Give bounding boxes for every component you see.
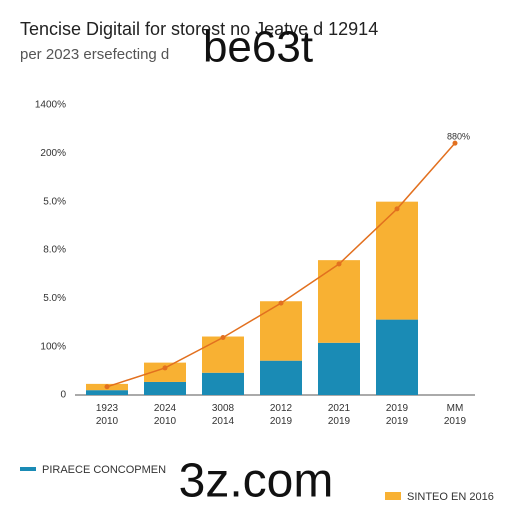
x-tick-label-line: 2019 (444, 416, 467, 427)
bar-segment (376, 319, 418, 395)
trend-point (104, 384, 110, 390)
x-tick-label: MM 2019 (444, 403, 467, 427)
y-tick-label: 1400% (35, 100, 66, 111)
y-tick-label: 200% (40, 148, 66, 159)
x-tick-label: 2019 2019 (386, 403, 409, 427)
bar-segment (202, 336, 244, 373)
x-tick-label-line: 1923 (96, 403, 119, 414)
y-tick-label: 8.0% (43, 245, 66, 256)
bar-segment (202, 372, 244, 395)
x-tick-label-line: 2019 (386, 403, 409, 414)
x-tick-label-line: 2019 (328, 416, 351, 427)
x-tick-label: 3008 2014 (212, 403, 235, 427)
x-tick-label-line: 2021 (328, 403, 351, 414)
y-tick-label: 100% (40, 341, 66, 352)
x-tick-label-line: 2010 (96, 416, 119, 427)
bar-segment (260, 360, 302, 395)
annotation: 880% (447, 131, 470, 141)
trend-point (220, 334, 226, 340)
bar-segment (376, 201, 418, 320)
bar-segment (86, 390, 128, 395)
watermark: 3z.com (179, 455, 334, 508)
legend-swatch (20, 467, 36, 471)
y-tick-label: 5.0% (43, 196, 66, 207)
x-tick-label-line: 2024 (154, 403, 177, 414)
x-tick-label-line: 2019 (386, 416, 409, 427)
y-tick-label: 0 (60, 390, 66, 401)
legend-swatch (385, 492, 401, 500)
x-tick-label-line: 3008 (212, 403, 235, 414)
chart-title: Tencise Digitail for storest no Jeatve d… (20, 19, 378, 39)
bar-segment (318, 260, 360, 343)
legend-label: SINTEO EN 2016 (407, 491, 494, 503)
bar-segment (260, 301, 302, 361)
bar-segment (144, 362, 186, 382)
x-tick-label: 1923 2010 (96, 403, 119, 427)
trend-point (452, 140, 458, 146)
x-tick-label-line: 2019 (270, 416, 293, 427)
x-tick-label-line: 2014 (212, 416, 235, 427)
x-tick-label: 2024 2010 (154, 403, 177, 427)
x-tick-label-line: MM (447, 403, 464, 414)
bar-segment (144, 381, 186, 395)
x-tick-label: 2021 2019 (328, 403, 351, 427)
bar-segment (318, 342, 360, 395)
watermark: be63t (203, 23, 313, 72)
trend-point (162, 365, 168, 371)
chart-subtitle: per 2023 ersefecting d (20, 46, 169, 63)
x-tick-label: 2012 2019 (270, 403, 293, 427)
trend-point (336, 261, 342, 267)
y-tick-label: 5.0% (43, 293, 66, 304)
x-tick-label-line: 2012 (270, 403, 293, 414)
x-tick-label-line: 2010 (154, 416, 177, 427)
trend-point (394, 206, 400, 212)
trend-point (278, 300, 284, 306)
legend-label: PIRAECE CONCOPMEN (42, 464, 166, 476)
